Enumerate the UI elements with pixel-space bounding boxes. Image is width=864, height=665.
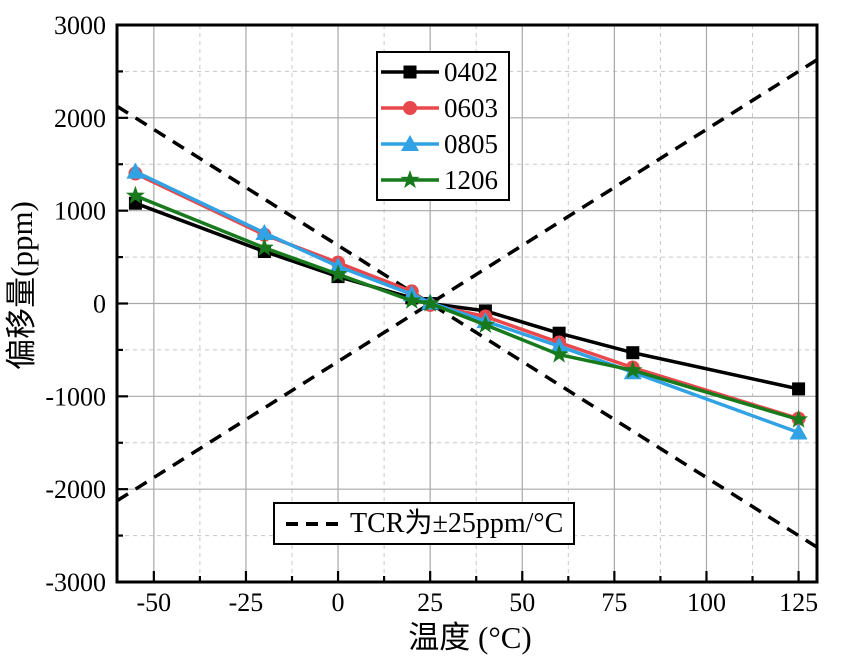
x-tick-label: 75 [601, 588, 627, 617]
marker-triangle [255, 223, 274, 240]
legend-row-0603: 0603 [378, 91, 508, 126]
marker-star [254, 237, 274, 256]
tcr-reference-line [116, 58, 818, 503]
marker-square [403, 65, 417, 79]
y-tick-label: -2000 [45, 475, 106, 504]
legend-sample-circle-icon [381, 101, 439, 115]
tcr-legend-label: TCR为±25ppm/°C [350, 507, 564, 539]
y-tick-label: -1000 [45, 382, 106, 411]
marker-square [792, 382, 806, 396]
y-tick-label: 0 [93, 290, 106, 319]
marker-star [420, 293, 440, 312]
y-tick-label: -3000 [45, 568, 106, 597]
legend-sample-triangle-icon [381, 135, 439, 151]
series-line-0402 [134, 201, 799, 391]
y-tick-label: 2000 [54, 104, 106, 133]
legend-label-0603: 0603 [444, 92, 498, 123]
y-axis-title: 偏移量(ppm) [4, 201, 39, 370]
x-tick-label: 100 [687, 588, 726, 617]
marker-triangle [401, 135, 419, 151]
marker-star [623, 360, 643, 379]
marker-star [125, 185, 145, 204]
marker-triangle [789, 423, 808, 440]
legend-label-1206: 1206 [444, 164, 498, 195]
series-0603 [128, 166, 806, 426]
marker-star [789, 409, 809, 428]
x-tick-label: 50 [509, 588, 535, 617]
marker-star [475, 314, 495, 333]
x-tick-label: 0 [332, 588, 345, 617]
tcr-reference-line [116, 104, 818, 549]
series-legend: 0402 0603 0805 1206 [376, 51, 510, 201]
legend-row-0402: 0402 [378, 55, 508, 90]
series-1206 [125, 185, 809, 428]
series-0805 [126, 162, 808, 440]
legend-label-0805: 0805 [444, 128, 498, 159]
marker-star [549, 344, 569, 363]
tcr-legend: TCR为±25ppm/°C [273, 502, 575, 545]
dashed-line-sample-icon [286, 521, 340, 526]
y-tick-label: 3000 [54, 11, 106, 40]
legend-label-0402: 0402 [444, 56, 498, 87]
marker-triangle [126, 162, 145, 179]
x-tick-label: 25 [417, 588, 443, 617]
x-tick-label: 125 [779, 588, 818, 617]
y-tick-label: 1000 [54, 197, 106, 226]
legend-sample-square-icon [381, 65, 439, 79]
x-tick-label: -25 [229, 588, 264, 617]
marker-star [328, 264, 348, 283]
legend-row-1206: 1206 [378, 163, 508, 198]
legend-sample-star-icon [381, 170, 439, 189]
marker-star [402, 290, 422, 309]
x-tick-label: -50 [137, 588, 172, 617]
marker-circle [403, 101, 417, 115]
x-axis-title: 温度 (°C) [408, 620, 531, 655]
legend-row-0805: 0805 [378, 127, 508, 162]
marker-square [626, 346, 640, 360]
series-0402 [128, 196, 806, 396]
marker-star [400, 170, 420, 189]
